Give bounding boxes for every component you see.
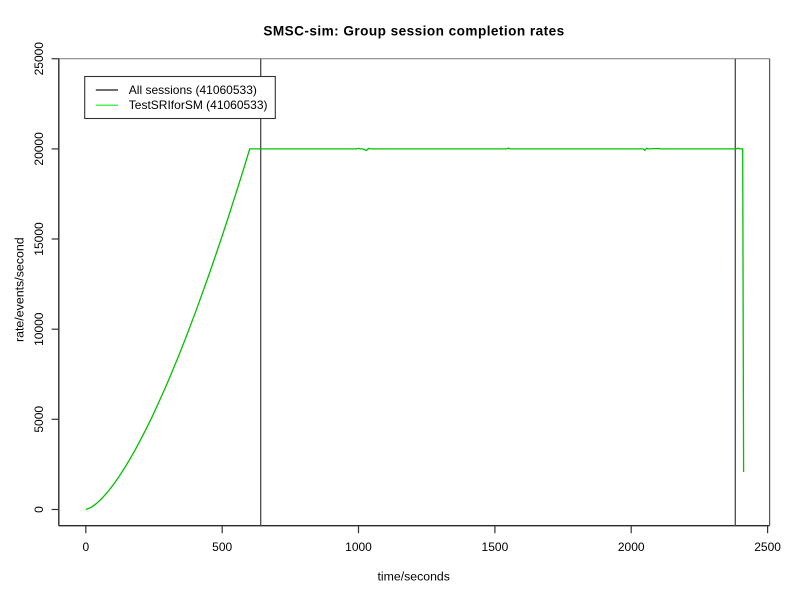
svg-text:time/seconds: time/seconds (377, 570, 449, 584)
svg-text:rate/events/second: rate/events/second (12, 237, 26, 342)
svg-text:500: 500 (212, 540, 232, 554)
svg-text:20000: 20000 (32, 132, 46, 166)
svg-text:15000: 15000 (32, 222, 46, 256)
svg-text:25000: 25000 (32, 42, 46, 76)
svg-text:1000: 1000 (345, 540, 372, 554)
svg-text:All sessions (41060533): All sessions (41060533) (129, 83, 257, 97)
svg-text:0: 0 (32, 506, 46, 513)
svg-text:2000: 2000 (618, 540, 645, 554)
svg-text:5000: 5000 (32, 406, 46, 433)
svg-text:2500: 2500 (754, 540, 781, 554)
svg-text:10000: 10000 (32, 312, 46, 346)
svg-text:SMSC-sim: Group session comple: SMSC-sim: Group session completion rates (263, 24, 564, 39)
svg-text:1500: 1500 (482, 540, 509, 554)
svg-text:TestSRIforSM (41060533): TestSRIforSM (41060533) (129, 98, 268, 112)
svg-text:0: 0 (82, 540, 89, 554)
